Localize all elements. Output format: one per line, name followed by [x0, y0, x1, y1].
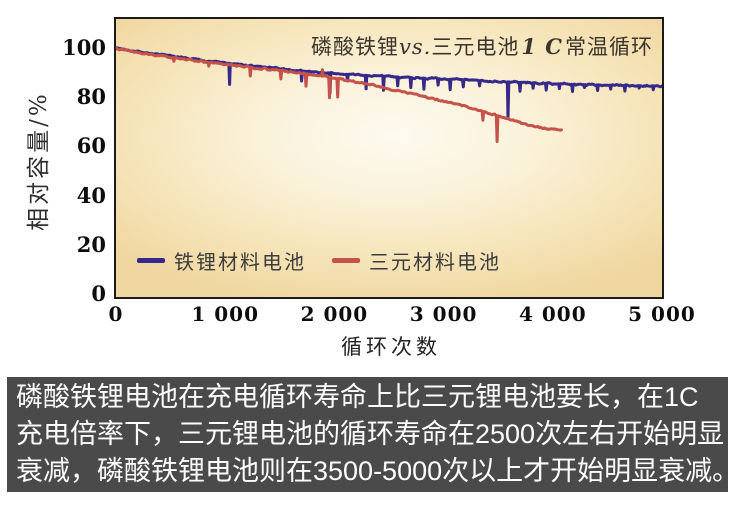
x-tick-label: 0: [108, 302, 124, 326]
y-axis-ticks: 100 80 60 40 20 0: [0, 0, 106, 306]
x-tick-label: 5 000: [628, 302, 696, 326]
caption-box: 磷酸铁锂电池在充电循环寿命上比三元锂电池要长，在1C 充电倍率下，三元锂电池的循…: [7, 377, 740, 492]
x-axis-title: 循环次数: [341, 335, 441, 359]
x-tick-label: 4 000: [518, 302, 587, 326]
caption-line-1: 磷酸铁锂电池在充电循环寿命上比三元锂电池要长，在1C: [16, 382, 699, 412]
y-tick-label: 40: [76, 182, 106, 208]
caption-line-2: 充电倍率下，三元锂电池的循环寿命在2500次左右开始明显: [16, 419, 725, 449]
chart-title-pre: 磷酸铁锂: [311, 35, 400, 59]
chart-title-vs: vs.: [399, 35, 432, 59]
chart-title-crate: 1 C: [521, 34, 563, 59]
y-tick-label: 60: [76, 133, 106, 159]
series-line-1: [116, 46, 563, 143]
legend-swatch-lfp: [137, 258, 165, 263]
y-tick-label: 80: [76, 84, 106, 110]
x-tick-label: 3 000: [409, 302, 478, 326]
y-tick-label: 100: [62, 35, 106, 60]
caption-line-3: 衰减，磷酸铁锂电池则在3500-5000次以上才开始明显衰减。: [16, 456, 740, 486]
chart-curves: [116, 46, 662, 143]
chart-legend: 铁锂材料电池 三元材料电池: [137, 246, 527, 275]
x-tick-label: 2 000: [300, 302, 369, 326]
chart-title: 磷酸铁锂vs.三元电池1 C常温循环: [311, 31, 653, 61]
y-tick-label: 20: [76, 231, 106, 257]
chart-title-mid: 三元电池: [431, 35, 520, 59]
series-line-0: [116, 46, 662, 120]
legend-label-lfp: 铁锂材料电池: [174, 250, 306, 274]
legend-swatch-ternary: [332, 258, 360, 263]
chart-title-post: 常温循环: [565, 35, 653, 59]
x-tick-label: 1 000: [191, 302, 260, 326]
chart-plot-area: 磷酸铁锂vs.三元电池1 C常温循环 铁锂材料电池 三元材料电池: [114, 17, 664, 299]
y-tick-label: 0: [91, 281, 106, 306]
legend-label-ternary: 三元材料电池: [369, 250, 501, 274]
